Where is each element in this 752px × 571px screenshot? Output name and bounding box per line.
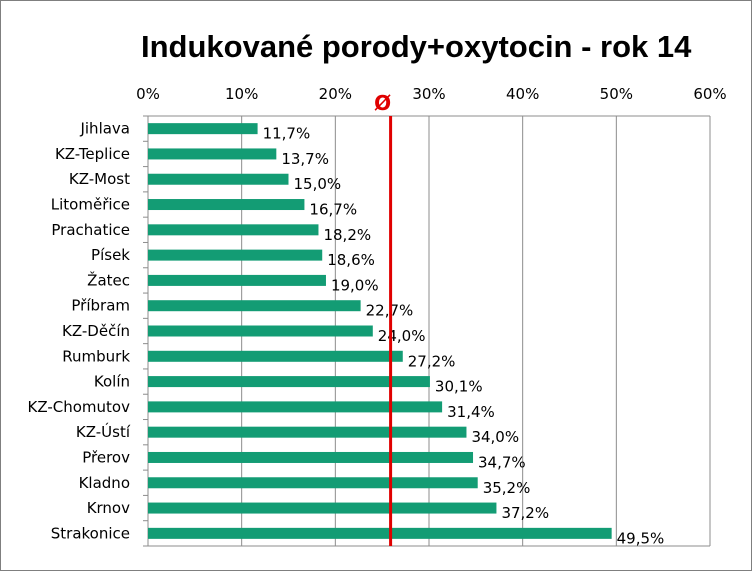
data-label: 34,0%	[471, 428, 519, 446]
x-tick-label: 60%	[693, 85, 726, 103]
x-tick-label: 10%	[225, 85, 258, 103]
category-label: KZ-Ústí	[76, 422, 131, 441]
category-label: Žatec	[87, 270, 130, 289]
category-label: Jihlava	[79, 120, 130, 138]
category-label: Přerov	[82, 448, 130, 466]
data-label: 16,7%	[309, 201, 357, 219]
category-label: Rumburk	[62, 347, 130, 365]
category-label: Krnov	[87, 499, 130, 517]
bar	[148, 376, 430, 388]
bar	[148, 224, 319, 236]
category-label: KZ-Teplice	[55, 145, 130, 163]
bar	[148, 350, 403, 362]
data-label: 24,0%	[378, 327, 426, 345]
category-label: KZ-Chomutov	[28, 398, 131, 416]
data-label: 30,1%	[435, 378, 483, 396]
data-label: 19,0%	[331, 276, 379, 294]
x-tick-label: 20%	[319, 85, 352, 103]
data-label: 31,4%	[447, 403, 495, 421]
bar	[148, 527, 612, 539]
bar	[148, 426, 467, 438]
data-label: 11,7%	[263, 125, 311, 143]
category-label: Kolín	[94, 373, 130, 391]
category-label: Litoměřice	[51, 196, 130, 214]
x-tick-label: 30%	[412, 85, 445, 103]
category-label: Příbram	[71, 297, 130, 315]
data-label: 37,2%	[501, 504, 549, 522]
bar	[148, 477, 478, 489]
x-tick-label: 50%	[600, 85, 633, 103]
data-label: 49,5%	[617, 529, 665, 547]
chart-title: Indukované porody+oxytocin - rok 14	[141, 29, 692, 64]
bar	[148, 401, 443, 413]
bar	[148, 173, 289, 185]
bar	[148, 249, 323, 261]
bar	[148, 451, 474, 463]
bar	[148, 199, 305, 211]
bar	[148, 300, 361, 312]
category-label: Prachatice	[51, 221, 130, 239]
data-label: 34,7%	[478, 453, 526, 471]
category-label: Strakonice	[51, 524, 130, 542]
data-label: 18,6%	[327, 251, 375, 269]
data-label: 15,0%	[294, 175, 342, 193]
category-label: KZ-Most	[69, 170, 130, 188]
bar	[148, 123, 258, 135]
data-label: 18,2%	[323, 226, 371, 244]
x-tick-label: 40%	[506, 85, 539, 103]
bar	[148, 148, 277, 160]
x-tick-label: 0%	[136, 85, 160, 103]
data-label: 27,2%	[408, 352, 456, 370]
data-label: 13,7%	[281, 150, 329, 168]
category-label: Písek	[91, 246, 130, 264]
bar	[148, 274, 326, 286]
bar	[148, 502, 497, 514]
category-label: Kladno	[79, 474, 130, 492]
data-label: 35,2%	[483, 479, 531, 497]
category-label: KZ-Děčín	[62, 322, 130, 340]
average-label: Ø	[374, 91, 391, 115]
bar	[148, 325, 373, 337]
